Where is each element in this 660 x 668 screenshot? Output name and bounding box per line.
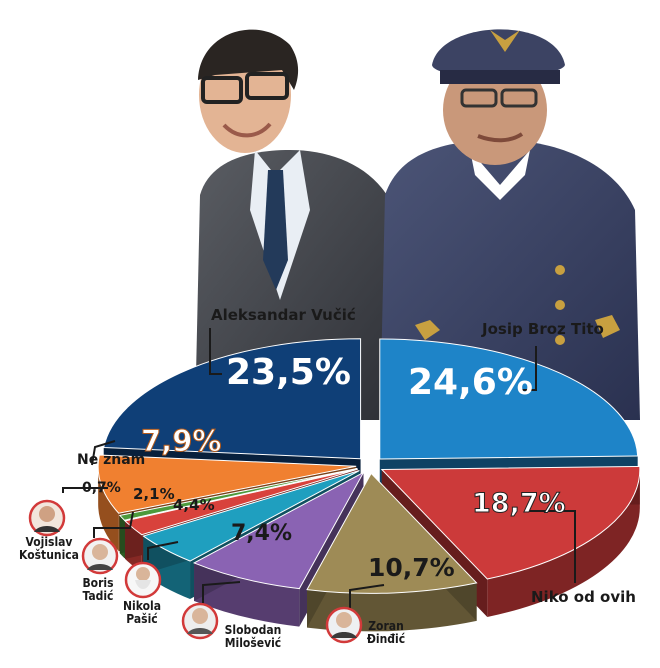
name-label-pasic: Nikola Pašić bbox=[112, 600, 172, 626]
name-label-djindjic: Zoran Đinđić bbox=[358, 620, 414, 646]
value-label-tito: 24,6% bbox=[408, 362, 533, 403]
slice-0 bbox=[379, 338, 639, 460]
value-label-ne-znam: 7,9% bbox=[140, 424, 222, 459]
slice-5 bbox=[124, 468, 358, 536]
value-label-niko: 18,7% bbox=[472, 488, 567, 520]
name-label-niko: Niko od ovih bbox=[531, 588, 636, 606]
slice-tops bbox=[97, 338, 641, 594]
name-label-tadic: Boris Tadić bbox=[68, 577, 128, 603]
slice-1 bbox=[380, 465, 641, 580]
name-label-tito: Josip Broz Tito bbox=[482, 320, 604, 338]
name-djindjic-line1: Zoran bbox=[368, 619, 404, 633]
avatar-djindjic bbox=[325, 606, 363, 644]
avatars bbox=[28, 499, 363, 644]
avatar-kostunica bbox=[28, 499, 66, 537]
name-label-kostunica: Vojislav Koštunica bbox=[14, 536, 84, 562]
slice-4 bbox=[142, 470, 360, 562]
slice-6 bbox=[118, 467, 358, 521]
name-label-ne-znam: Ne znam bbox=[77, 452, 146, 468]
slice-side-7 bbox=[98, 466, 119, 552]
slice-side-1 bbox=[487, 469, 640, 618]
value-label-milosevic: 7,4% bbox=[231, 521, 293, 546]
name-djindjic-line2: Đinđić bbox=[366, 632, 406, 646]
avatar-tadic bbox=[81, 537, 119, 575]
name-milosevic-line1: Slobodan bbox=[224, 623, 282, 637]
value-label-djindjic: 10,7% bbox=[368, 553, 455, 582]
slice-2 bbox=[306, 472, 478, 594]
slice-7 bbox=[97, 454, 357, 514]
value-label-kostunica: 0,7% bbox=[82, 480, 121, 496]
name-tadic-line1: Boris bbox=[82, 576, 114, 590]
avatar-milosevic bbox=[181, 602, 219, 640]
name-pasic-line2: Pašić bbox=[126, 612, 158, 626]
value-label-tadic: 2,1% bbox=[133, 485, 175, 503]
slice-8 bbox=[103, 338, 362, 460]
name-label-milosevic: Slobodan Milošević bbox=[217, 624, 289, 650]
name-milosevic-line2: Milošević bbox=[224, 636, 282, 650]
name-kostunica-line1: Vojislav bbox=[25, 535, 73, 549]
name-label-vucic: Aleksandar Vučić bbox=[211, 306, 356, 324]
name-kostunica-line2: Koštunica bbox=[19, 548, 79, 562]
value-label-pasic: 4,4% bbox=[173, 496, 215, 514]
name-tadic-line2: Tadić bbox=[82, 589, 114, 603]
value-label-vucic: 23,5% bbox=[226, 352, 351, 393]
slice-3 bbox=[192, 471, 365, 590]
avatar-pasic bbox=[124, 561, 162, 599]
name-pasic-line1: Nikola bbox=[123, 599, 161, 613]
